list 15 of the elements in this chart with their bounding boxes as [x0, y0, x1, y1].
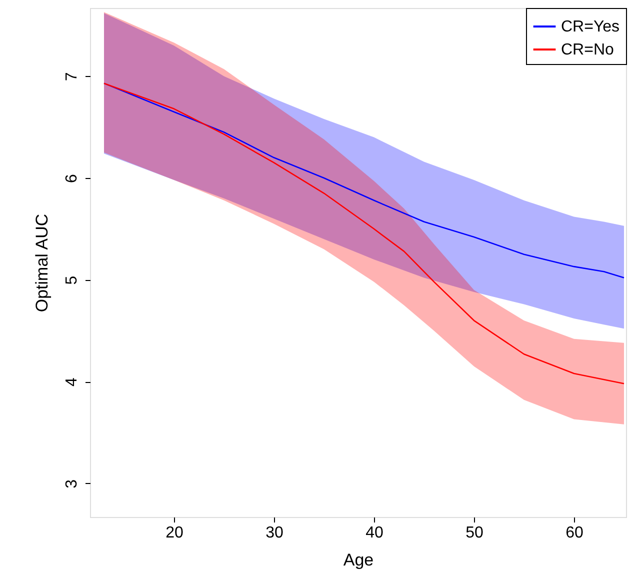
y-tick-label: 6: [64, 174, 80, 183]
x-axis-title: Age: [343, 550, 374, 570]
x-tick-label: 40: [366, 524, 384, 542]
line-series: [103, 82, 625, 384]
legend-label: CR=No: [561, 42, 614, 58]
y-tick-label: 4: [64, 378, 80, 387]
legend-label: CR=Yes: [561, 18, 620, 36]
y-tick-label: 7: [64, 72, 80, 82]
x-tick-label: 30: [266, 524, 284, 542]
x-tick-label: 60: [566, 524, 584, 542]
y-axis-title: Optimal AUC: [32, 214, 52, 312]
x-tick-label: 50: [466, 524, 484, 542]
y-tick-label: 3: [64, 479, 80, 488]
y-tick-label: 5: [64, 276, 80, 285]
x-tick-label: 20: [166, 524, 184, 542]
